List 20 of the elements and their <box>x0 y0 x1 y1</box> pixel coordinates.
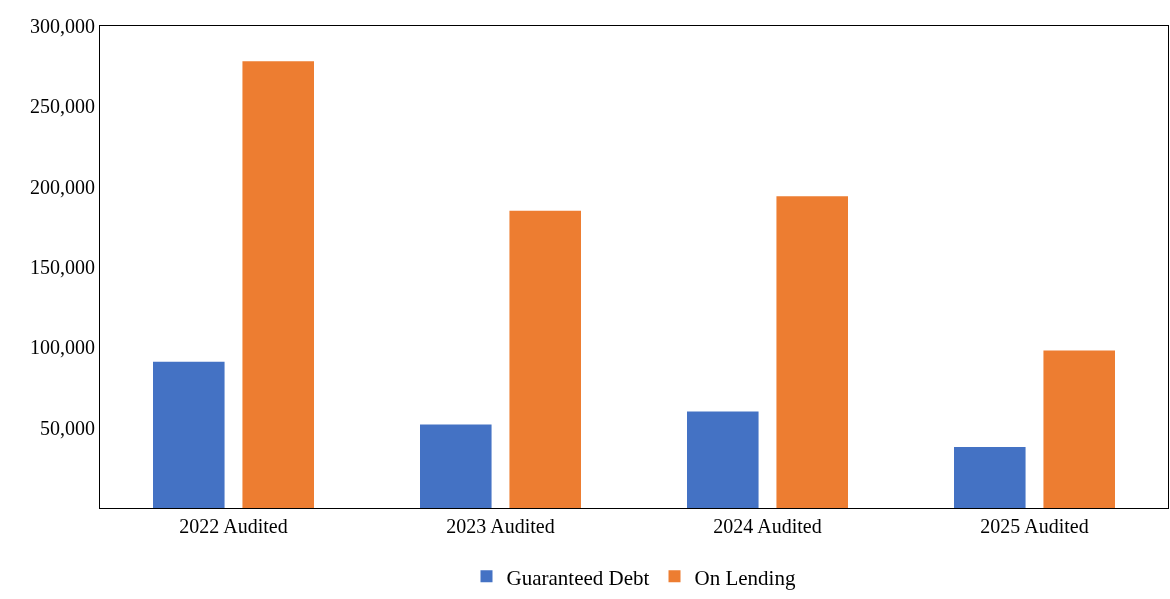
y-tick-label: 150,000 <box>30 256 95 278</box>
y-tick-label: 50,000 <box>40 416 95 439</box>
x-tick-label: 2023 Audited <box>446 515 555 537</box>
x-tick-label: 2025 Audited <box>980 515 1089 537</box>
bar <box>242 61 314 508</box>
bar <box>776 196 848 508</box>
legend-label: On Lending <box>694 565 796 590</box>
bar <box>420 424 492 508</box>
y-tick-label: 250,000 <box>30 95 95 118</box>
x-tick-label: 2024 Audited <box>713 515 822 537</box>
y-tick-label: 100,000 <box>30 336 95 359</box>
bar <box>509 210 581 508</box>
y-tick-label: 300,000 <box>30 15 95 37</box>
bar <box>1043 350 1115 508</box>
y-tick-label: 200,000 <box>30 175 95 198</box>
x-tick-label: 2022 Audited <box>179 515 288 537</box>
bar <box>954 446 1026 508</box>
legend-label: Guaranteed Debt <box>506 565 650 590</box>
bar <box>153 361 225 508</box>
bar <box>687 411 759 508</box>
